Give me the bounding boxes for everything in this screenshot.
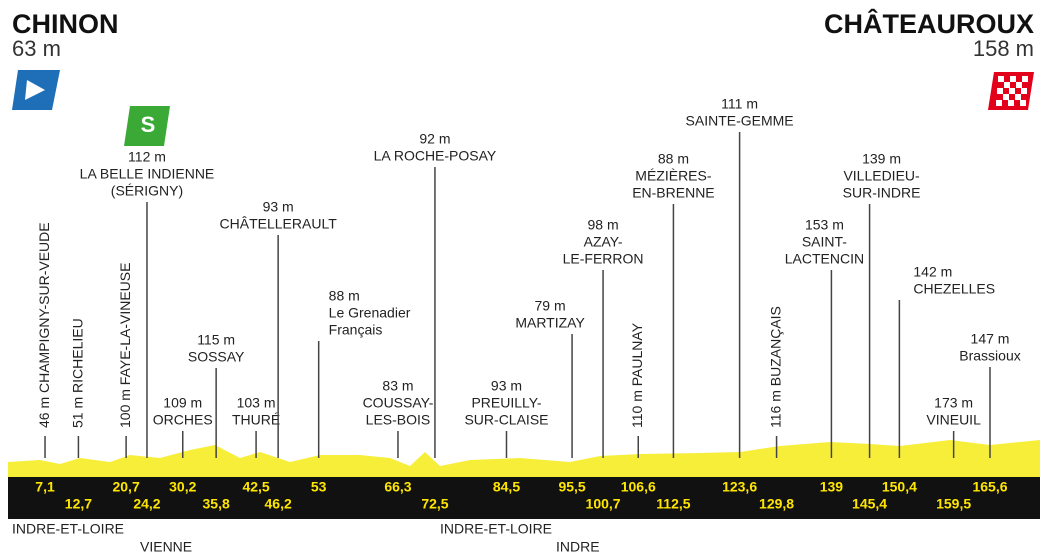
waypoint-label: 110 m PAULNAY — [629, 322, 645, 428]
waypoint-altitude: 83 m — [382, 378, 413, 394]
waypoint-name: CHEZELLES — [913, 281, 995, 297]
waypoint-altitude: 109 m — [163, 395, 202, 411]
waypoint-name: MÉZIÈRES- — [635, 168, 712, 184]
waypoint-name: EN-BRENNE — [632, 185, 714, 201]
waypoint-name: SAINT- — [802, 234, 847, 250]
km-label: 66,3 — [384, 479, 411, 495]
waypoint-name: (SÉRIGNY) — [111, 183, 183, 199]
waypoint-name: THURÉ — [232, 412, 280, 428]
start-icon — [12, 70, 60, 110]
waypoint-altitude: 93 m — [263, 199, 294, 215]
waypoint-altitude: 92 m — [419, 131, 450, 147]
waypoint-altitude: 115 m — [197, 332, 235, 348]
waypoint-label: 100 m FAYE-LA-VINEUSE — [117, 263, 133, 428]
waypoint-altitude: 112 m — [128, 149, 166, 165]
waypoint-name: SAINTE-GEMME — [686, 113, 794, 129]
profile — [8, 440, 1040, 477]
start-name: CHINON — [12, 9, 119, 39]
waypoint-name: LA BELLE INDIENNE — [80, 166, 215, 182]
waypoint-altitude: 111 m — [721, 96, 758, 112]
sprint-icon: S — [124, 106, 170, 146]
km-label: 150,4 — [882, 479, 917, 495]
waypoint-name: Le Grenadier — [329, 305, 411, 321]
waypoint-altitude: 93 m — [491, 378, 522, 394]
waypoint-name: VILLEDIEU- — [843, 168, 920, 184]
waypoint-altitude: 139 m — [862, 151, 901, 167]
km-label: 7,1 — [35, 479, 55, 495]
waypoint-name: LES-BOIS — [366, 412, 431, 428]
km-label: 12,7 — [65, 496, 92, 512]
waypoint-altitude: 100 m — [117, 389, 133, 428]
km-label: 84,5 — [493, 479, 520, 495]
km-band — [8, 477, 1040, 519]
waypoint-label: 46 m CHAMPIGNY-SUR-VEUDE — [36, 222, 52, 428]
waypoint-altitude: 98 m — [588, 217, 619, 233]
km-label: 159,5 — [936, 496, 971, 512]
waypoint-name: MARTIZAY — [515, 315, 585, 331]
waypoint-name: BUZANÇAIS — [767, 306, 783, 386]
waypoint-altitude: 103 m — [237, 395, 276, 411]
km-label: 46,2 — [265, 496, 292, 512]
km-label: 20,7 — [112, 479, 139, 495]
finish-icon — [988, 72, 1034, 110]
waypoint-name: LA ROCHE-POSAY — [374, 148, 497, 164]
km-label: 35,8 — [203, 496, 230, 512]
finish-name: CHÂTEAUROUX — [824, 8, 1034, 39]
waypoint-name: COUSSAY- — [363, 395, 434, 411]
waypoint-altitude: 51 m — [69, 397, 85, 428]
region-label: VIENNE — [140, 539, 192, 552]
waypoint-name: SUR-CLAISE — [464, 412, 548, 428]
waypoint-altitude: 88 m — [329, 288, 360, 304]
km-label: 53 — [311, 479, 327, 495]
km-label: 30,2 — [169, 479, 196, 495]
waypoint-name: CHAMPIGNY-SUR-VEUDE — [36, 222, 52, 393]
waypoint-name: ORCHES — [153, 412, 213, 428]
waypoint-name: Français — [329, 322, 383, 338]
waypoint-label: 116 m BUZANÇAIS — [767, 306, 783, 428]
km-label: 106,6 — [621, 479, 656, 495]
km-label: 100,7 — [586, 496, 621, 512]
region-label: INDRE — [556, 539, 600, 552]
start-altitude: 63 m — [12, 36, 61, 61]
km-label: 165,6 — [972, 479, 1007, 495]
waypoint-name: PREUILLY- — [471, 395, 541, 411]
finish-altitude: 158 m — [973, 36, 1034, 61]
km-label: 42,5 — [242, 479, 269, 495]
svg-text:S: S — [141, 112, 156, 137]
waypoint-altitude: 88 m — [658, 151, 689, 167]
km-label: 123,6 — [722, 479, 757, 495]
waypoint-name: RICHELIEU — [69, 318, 85, 393]
waypoint-name: VINEUIL — [926, 412, 981, 428]
waypoint-name: PAULNAY — [629, 322, 645, 386]
km-label: 24,2 — [133, 496, 160, 512]
waypoint-name: Brassioux — [959, 348, 1020, 364]
waypoint-altitude: 110 m — [629, 390, 645, 428]
waypoint-name: AZAY- — [584, 234, 623, 250]
waypoint-altitude: 173 m — [934, 395, 973, 411]
km-label: 129,8 — [759, 496, 794, 512]
waypoint-name: SUR-INDRE — [843, 185, 921, 201]
waypoint-altitude: 147 m — [971, 331, 1010, 347]
region-label: INDRE-ET-LOIRE — [12, 521, 124, 537]
region-label: INDRE-ET-LOIRE — [440, 521, 552, 537]
km-label: 139 — [820, 479, 844, 495]
waypoint-altitude: 153 m — [805, 217, 844, 233]
waypoint-altitude: 79 m — [535, 298, 566, 314]
km-label: 145,4 — [852, 496, 887, 512]
waypoint-label: 51 m RICHELIEU — [69, 318, 85, 428]
km-label: 72,5 — [421, 496, 448, 512]
waypoint-name: LACTENCIN — [785, 251, 864, 267]
waypoint-altitude: 142 m — [913, 264, 952, 280]
waypoint-name: CHÂTELLERAULT — [220, 216, 338, 232]
waypoint-altitude: 46 m — [36, 397, 52, 428]
waypoint-name: LE-FERRON — [563, 251, 644, 267]
waypoint-name: FAYE-LA-VINEUSE — [117, 263, 133, 386]
waypoint-altitude: 116 m — [767, 390, 783, 428]
km-label: 112,5 — [656, 496, 690, 512]
km-label: 95,5 — [558, 479, 585, 495]
waypoint-name: SOSSAY — [188, 349, 245, 365]
